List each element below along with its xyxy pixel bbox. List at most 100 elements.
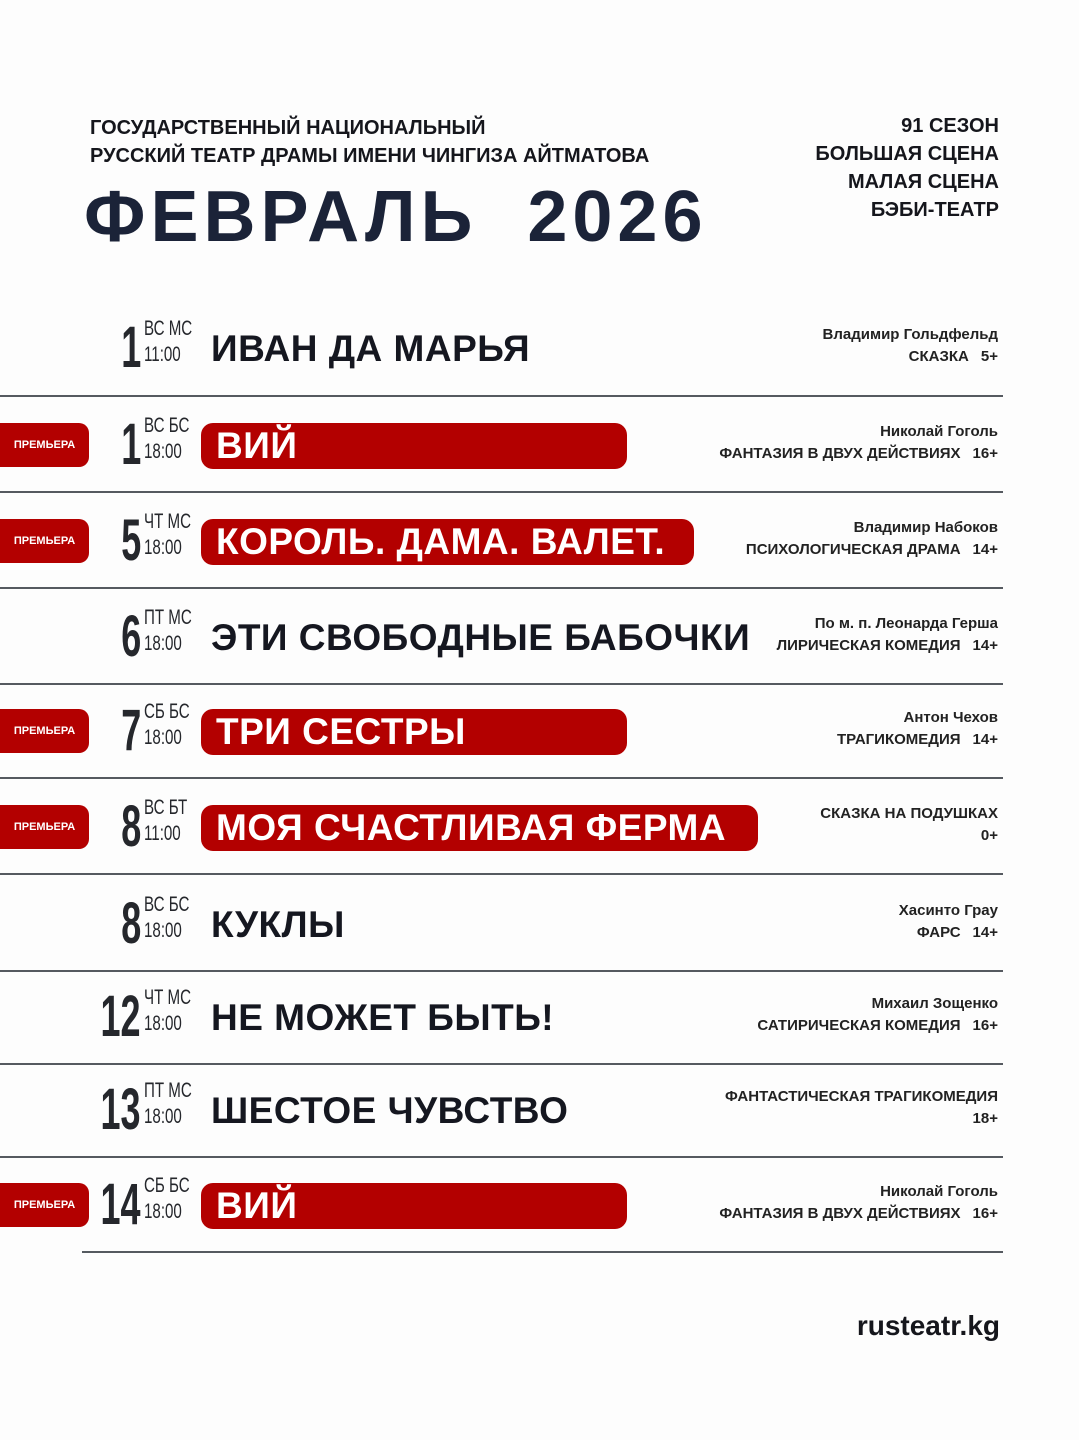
event-details: Владимир Гольдфельд СКАЗКА 5+	[823, 324, 998, 368]
event-venue: МС	[168, 317, 193, 340]
row-divider	[0, 873, 1003, 875]
row-divider	[0, 777, 1003, 779]
theatre-name-line1: ГОСУДАРСТВЕННЫЙ НАЦИОНАЛЬНЫЙ	[90, 117, 486, 139]
event-title[interactable]: ВИЙ	[201, 423, 627, 469]
season-label: 91 СЕЗОН	[901, 115, 999, 137]
event-weekday: ЧТ	[144, 986, 164, 1009]
event-title[interactable]: ШЕСТОЕ ЧУВСТВО	[211, 1090, 569, 1131]
event-genre: ФАНТАЗИЯ В ДВУХ ДЕЙСТВИЯХ	[719, 445, 961, 462]
event-row[interactable]: 1 ВС МС 11:00 ИВАН ДА МАРЬЯ Владимир Гольдфе…	[0, 300, 1079, 397]
event-row[interactable]: ПРЕМЬЕРА 1 ВС БС 18:00 ВИЙ Николай Гоголь ФАНТ…	[0, 397, 1079, 493]
event-row[interactable]: ПРЕМЬЕРА 14 СБ БС 18:00 ВИЙ Николай Гоголь ФАН…	[0, 1157, 1079, 1253]
event-time: 18:00	[144, 632, 182, 655]
event-time: 18:00	[144, 1200, 182, 1223]
event-author: СКАЗКА НА ПОДУШКАХ	[820, 805, 998, 822]
event-day: 6	[120, 604, 141, 669]
event-title[interactable]: НЕ МОЖЕТ БЫТЬ!	[211, 997, 555, 1038]
event-time: 11:00	[144, 343, 181, 366]
event-title[interactable]: ТРИ СЕСТРЫ	[201, 709, 627, 755]
event-day: 12	[101, 984, 141, 1049]
event-genre: САТИРИЧЕСКАЯ КОМЕДИЯ	[757, 1017, 961, 1034]
event-time: 18:00	[144, 440, 182, 463]
event-title[interactable]: КУКЛЫ	[211, 904, 345, 945]
event-time: 18:00	[144, 919, 182, 942]
event-genre: СКАЗКА	[908, 348, 969, 365]
event-age: 5+	[980, 348, 998, 365]
event-genre: ТРАГИКОМЕДИЯ	[837, 731, 961, 748]
event-weekday: ЧТ	[144, 510, 164, 533]
event-meta: ПТ МС 18:00	[144, 605, 192, 657]
event-time: 11:00	[144, 822, 181, 845]
event-row[interactable]: 12 ЧТ МС 18:00 НЕ МОЖЕТ БЫТЬ! Михаил Зощенко…	[0, 969, 1079, 1065]
row-divider	[0, 1156, 1003, 1158]
event-genre: ФАРС	[916, 924, 961, 941]
event-author: Хасинто Грау	[898, 902, 998, 919]
event-meta: СБ БС 18:00	[144, 1173, 190, 1225]
event-weekday: СБ	[144, 700, 165, 723]
event-venue: МС	[168, 1079, 192, 1102]
event-time: 18:00	[144, 1012, 182, 1035]
row-divider	[0, 491, 1003, 493]
event-day: 5	[120, 508, 141, 573]
row-divider	[0, 970, 1003, 972]
event-title[interactable]: МОЯ СЧАСТЛИВАЯ ФЕРМА	[201, 805, 758, 851]
theatre-name: ГОСУДАРСТВЕННЫЙ НАЦИОНАЛЬНЫЙ РУССКИЙ ТЕА…	[90, 114, 649, 170]
event-weekday: ВС	[144, 796, 165, 819]
event-age: 14+	[972, 541, 998, 558]
event-venue: БС	[169, 700, 190, 723]
event-title[interactable]: ИВАН ДА МАРЬЯ	[211, 328, 531, 369]
event-row[interactable]: ПРЕМЬЕРА 8 ВС БТ 11:00 МОЯ СЧАСТЛИВАЯ ФЕРМА С…	[0, 779, 1079, 875]
premiere-badge: ПРЕМЬЕРА	[0, 709, 89, 753]
event-meta: ВС БТ 11:00	[144, 795, 187, 847]
event-day: 14	[101, 1172, 141, 1237]
event-venue: МС	[168, 606, 192, 629]
event-title[interactable]: ВИЙ	[201, 1183, 627, 1229]
event-author: Владимир Набоков	[853, 519, 998, 536]
event-details: Антон Чехов ТРАГИКОМЕДИЯ 14+	[837, 707, 998, 751]
event-age: 14+	[972, 637, 998, 654]
event-row[interactable]: 6 ПТ МС 18:00 ЭТИ СВОБОДНЫЕ БАБОЧКИ По м. п.…	[0, 589, 1079, 685]
event-row[interactable]: 8 ВС БС 18:00 КУКЛЫ Хасинто Грау ФАРС 14+	[0, 876, 1079, 972]
event-meta: ВС БС 18:00	[144, 413, 189, 465]
event-author: ФАНТАСТИЧЕСКАЯ ТРАГИКОМЕДИЯ	[724, 1088, 998, 1105]
event-venue: МС	[167, 986, 192, 1009]
event-day: 8	[120, 794, 141, 859]
event-details: Николай Гоголь ФАНТАЗИЯ В ДВУХ ДЕЙСТВИЯХ 1…	[719, 421, 998, 465]
event-author: Антон Чехов	[903, 709, 998, 726]
event-weekday: ПТ	[144, 1079, 165, 1102]
event-genre: ПСИХОЛОГИЧЕСКАЯ ДРАМА	[745, 541, 961, 558]
premiere-badge: ПРЕМЬЕРА	[0, 519, 89, 563]
event-details: Хасинто Грау ФАРС 14+	[899, 900, 998, 944]
event-time: 18:00	[144, 1105, 182, 1128]
stage-big: БОЛЬШАЯ СЦЕНА	[815, 143, 999, 165]
row-divider	[0, 1063, 1003, 1065]
event-details: Николай Гоголь ФАНТАЗИЯ В ДВУХ ДЕЙСТВИЯХ 1…	[719, 1181, 998, 1225]
event-venue: БС	[169, 1174, 190, 1197]
event-genre: ФАНТАЗИЯ В ДВУХ ДЕЙСТВИЯХ	[719, 1205, 961, 1222]
event-time: 18:00	[144, 536, 182, 559]
row-divider	[82, 1251, 1003, 1253]
event-meta: ПТ МС 18:00	[144, 1078, 192, 1130]
event-weekday: ВС	[144, 317, 165, 340]
month-title: ФЕВРАЛЬ 2026	[84, 177, 708, 257]
event-author: Николай Гоголь	[880, 423, 998, 440]
event-meta: ЧТ МС 18:00	[144, 985, 191, 1037]
event-day: 13	[101, 1077, 141, 1142]
event-row[interactable]: 13 ПТ МС 18:00 ШЕСТОЕ ЧУВСТВО ФАНТАСТИЧЕСКАЯ…	[0, 1062, 1079, 1158]
event-meta: ЧТ МС 18:00	[144, 509, 191, 561]
event-age: 16+	[972, 1205, 998, 1222]
event-venue: БС	[168, 414, 190, 437]
event-title[interactable]: ЭТИ СВОБОДНЫЕ БАБОЧКИ	[211, 617, 751, 658]
event-age: 0+	[980, 827, 998, 844]
event-time: 18:00	[144, 726, 182, 749]
stage-baby: БЭБИ-ТЕАТР	[870, 199, 999, 221]
event-details: Михаил Зощенко САТИРИЧЕСКАЯ КОМЕДИЯ 16+	[757, 993, 998, 1037]
event-weekday: ВС	[144, 893, 165, 916]
website-link[interactable]: rusteatr.kg	[856, 1310, 1000, 1341]
event-row[interactable]: ПРЕМЬЕРА 7 СБ БС 18:00 ТРИ СЕСТРЫ Антон Чехов…	[0, 683, 1079, 779]
event-title[interactable]: КОРОЛЬ. ДАМА. ВАЛЕТ.	[201, 519, 694, 565]
event-details: ФАНТАСТИЧЕСКАЯ ТРАГИКОМЕДИЯ 18+	[725, 1086, 998, 1130]
row-divider	[0, 683, 1003, 685]
theatre-name-line2: РУССКИЙ ТЕАТР ДРАМЫ ИМЕНИ ЧИНГИЗА АЙТМАТ…	[90, 145, 650, 167]
event-row[interactable]: ПРЕМЬЕРА 5 ЧТ МС 18:00 КОРОЛЬ. ДАМА. ВАЛЕТ. В…	[0, 493, 1079, 589]
